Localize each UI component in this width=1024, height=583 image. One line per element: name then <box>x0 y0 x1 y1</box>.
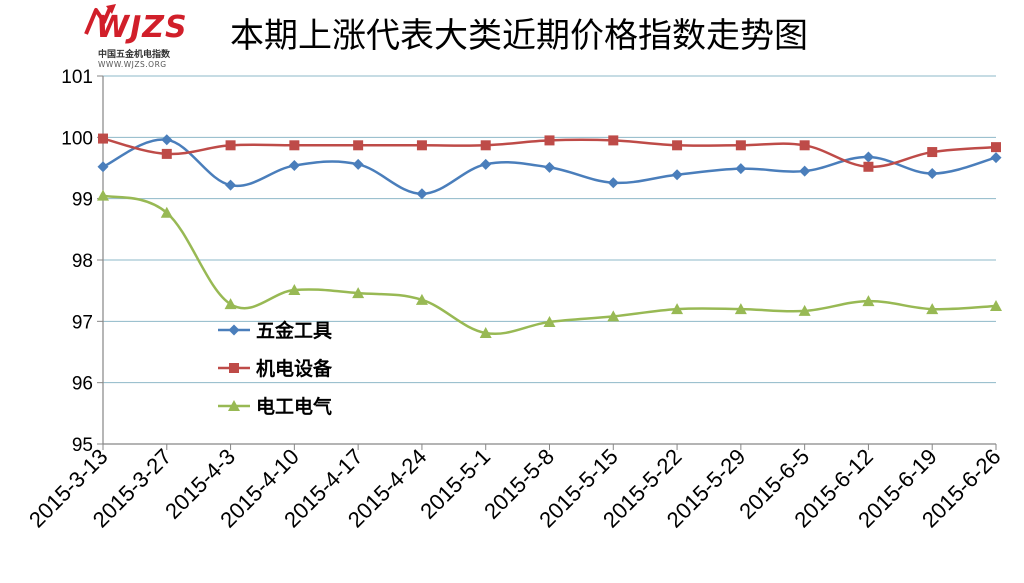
series-3 <box>97 189 1002 338</box>
logo: WJZS 中国五金机电指数 WWW.WJZS.ORG <box>78 2 198 72</box>
data-point <box>161 134 173 146</box>
y-tick-label: 99 <box>72 190 93 211</box>
data-point <box>225 140 236 151</box>
data-point <box>991 142 1001 153</box>
data-point <box>672 140 683 151</box>
data-point <box>416 188 428 200</box>
data-point <box>607 310 620 322</box>
data-point <box>353 140 364 151</box>
y-axis-ticks: 95 96 97 98 99 100 101 <box>61 67 93 456</box>
data-point <box>224 298 237 310</box>
data-point <box>416 140 427 151</box>
data-point <box>543 315 556 327</box>
series-1 <box>97 134 1002 200</box>
data-point <box>352 158 364 170</box>
data-point <box>225 179 237 191</box>
data-point <box>480 158 492 170</box>
data-point <box>799 140 810 151</box>
y-tick-label: 101 <box>61 67 93 88</box>
data-point <box>160 206 173 218</box>
data-point <box>288 284 301 296</box>
legend-marker <box>228 400 240 411</box>
data-point <box>990 300 1002 311</box>
data-point <box>734 303 747 315</box>
data-point <box>926 168 938 180</box>
data-point <box>926 303 939 315</box>
data-point <box>161 148 172 159</box>
data-point <box>990 152 1002 164</box>
data-point <box>927 147 938 158</box>
data-point <box>863 161 874 172</box>
data-point <box>799 165 811 177</box>
grid-lines <box>103 75 996 384</box>
data-point <box>608 135 619 146</box>
data-point <box>735 140 746 151</box>
data-point <box>862 151 874 163</box>
legend-marker <box>229 363 239 373</box>
legend-label: 电工电气 <box>256 395 332 418</box>
data-point <box>97 161 109 173</box>
x-axis-ticks: 2015-3-132015-3-272015-4-32015-4-102015-… <box>24 444 1006 533</box>
y-tick-label: 96 <box>72 374 93 395</box>
logo-subtitle: 中国五金机电指数 <box>98 50 171 60</box>
data-point <box>862 295 875 307</box>
y-tick-label: 95 <box>72 435 93 456</box>
axes <box>97 75 997 450</box>
data-point <box>735 163 747 175</box>
chart-title: 本期上涨代表大类近期价格指数走势图 <box>230 16 808 56</box>
data-point <box>480 140 491 151</box>
data-point <box>415 293 428 305</box>
data-point <box>97 189 109 201</box>
series-line <box>102 194 997 336</box>
legend-item: 电工电气 <box>218 395 332 418</box>
logo-text: WJZS <box>96 10 188 45</box>
legend-label: 五金工具 <box>256 319 332 342</box>
y-tick-label: 97 <box>72 312 93 333</box>
data-point <box>544 135 555 146</box>
data-point <box>671 169 683 181</box>
series-lines <box>97 133 1002 338</box>
data-point <box>288 160 300 172</box>
data-point <box>671 303 684 315</box>
data-point <box>98 133 108 144</box>
legend-item: 机电设备 <box>218 357 333 380</box>
y-tick-label: 98 <box>72 251 93 272</box>
data-point <box>479 326 492 338</box>
legend-marker <box>228 324 240 336</box>
legend-label: 机电设备 <box>256 357 333 380</box>
y-tick-label: 100 <box>61 128 93 149</box>
series-2 <box>98 133 1001 172</box>
data-point <box>544 161 555 173</box>
legend-item: 五金工具 <box>218 319 332 342</box>
data-point <box>352 287 365 299</box>
x-tick-label: 2015-5-1 <box>415 444 495 524</box>
data-point <box>798 304 811 316</box>
logo-url: WWW.WJZS.ORG <box>98 60 167 69</box>
logo-arrow-icon <box>84 4 116 35</box>
data-point <box>289 140 300 151</box>
data-point <box>607 177 619 189</box>
